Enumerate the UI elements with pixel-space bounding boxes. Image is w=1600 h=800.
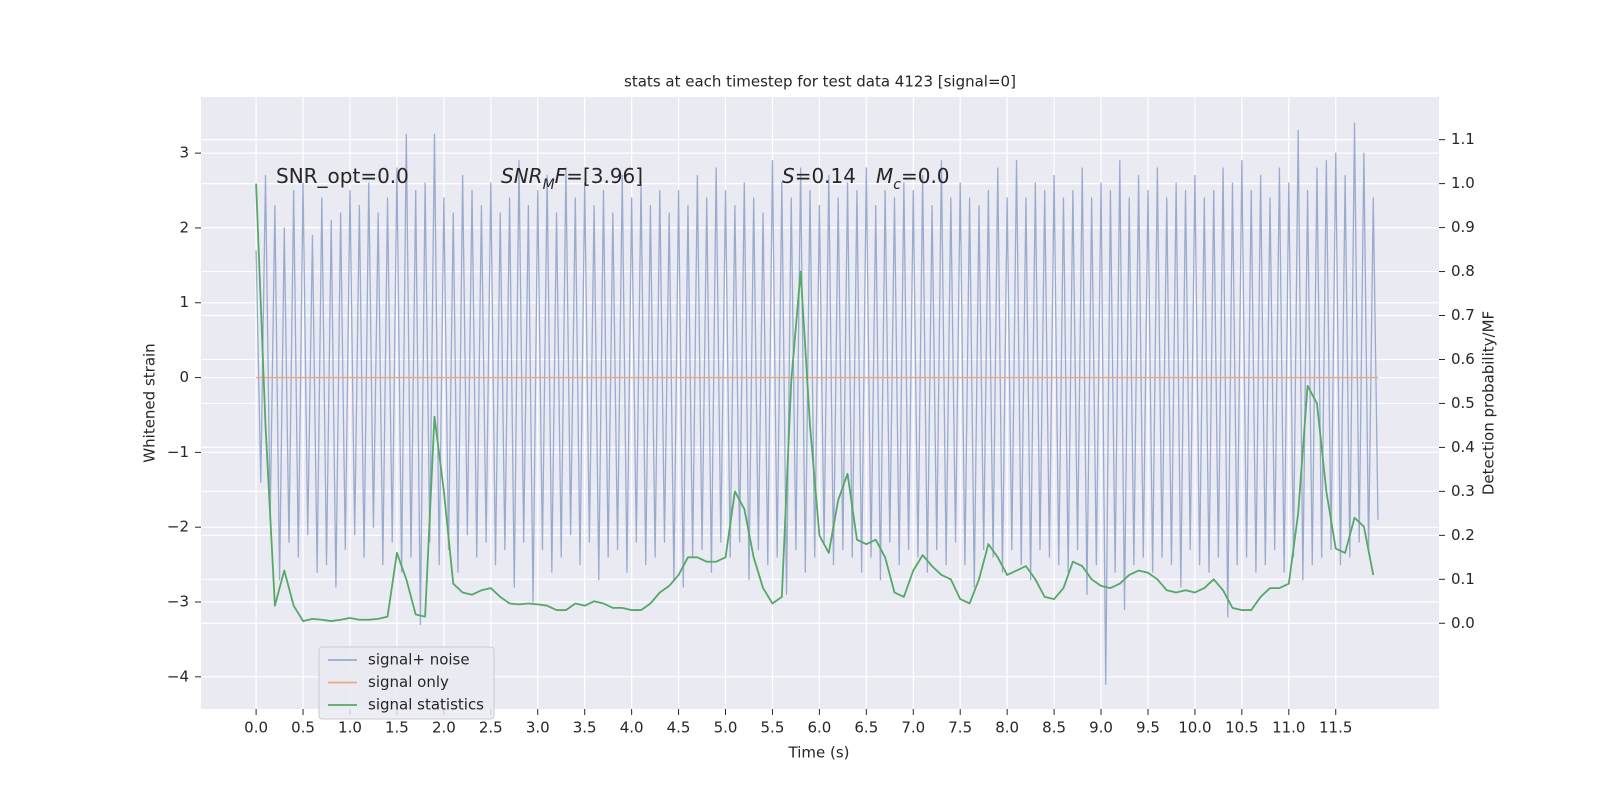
chart-title: stats at each timestep for test data 412… bbox=[624, 73, 1016, 91]
series-line bbox=[255, 183, 1375, 622]
x-axis-label: Time (s) bbox=[788, 744, 850, 762]
x-tick-label: 0.5 bbox=[291, 719, 315, 737]
y-tick-label: 3 bbox=[179, 144, 189, 162]
y2-tick-label: 0.7 bbox=[1451, 306, 1475, 324]
y-tick-label: −1 bbox=[167, 443, 189, 461]
y2-tick-label: 1.0 bbox=[1451, 174, 1475, 192]
y2-tick-label: 0.3 bbox=[1451, 482, 1475, 500]
x-tick-label: 1.0 bbox=[338, 719, 362, 737]
y-tick-label: −3 bbox=[167, 593, 189, 611]
annotation-part: S bbox=[782, 164, 795, 188]
x-tick-label: 3.0 bbox=[526, 719, 550, 737]
annotation-part: F bbox=[555, 164, 567, 188]
y-tick-label: −2 bbox=[167, 518, 189, 536]
labels: −4 −3 −2 −1 0 1 2 3 0.0 0.1 0.2 0.3 0.4 0.5 0.6 0.7 0.8 0… bbox=[167, 130, 1475, 736]
x-tick-label: 7.5 bbox=[948, 719, 972, 737]
x-tick-label: 8.0 bbox=[995, 719, 1019, 737]
x-tick-label: 6.5 bbox=[854, 719, 878, 737]
y-tick-label: 2 bbox=[179, 218, 189, 236]
x-tick-label: 2.0 bbox=[432, 719, 456, 737]
annotation: S=0.14 bbox=[782, 164, 856, 188]
x-tick-label: 7.0 bbox=[901, 719, 925, 737]
legend-label: signal statistics bbox=[368, 696, 484, 714]
y2-tick-label: 0.0 bbox=[1451, 614, 1475, 632]
x-tick-label: 10.0 bbox=[1178, 719, 1211, 737]
y2-tick-label: 1.1 bbox=[1451, 130, 1475, 148]
annotation-part: M bbox=[876, 164, 893, 188]
x-tick-label: 11.5 bbox=[1319, 719, 1352, 737]
x-tick-label: 8.5 bbox=[1042, 719, 1066, 737]
x-tick-label: 0.0 bbox=[244, 719, 268, 737]
annotation: Mc=0.0 bbox=[876, 164, 950, 194]
series-line bbox=[255, 122, 1379, 685]
annotation-part: =0.14 bbox=[795, 164, 856, 188]
annotation-part: SNR_opt=0.0 bbox=[276, 164, 409, 188]
annotation-part: =[3.96] bbox=[566, 164, 643, 188]
y-tick-label: −4 bbox=[167, 667, 189, 685]
x-tick-label: 3.5 bbox=[573, 719, 597, 737]
y-tick-label: 0 bbox=[179, 368, 189, 386]
legend-label: signal only bbox=[368, 673, 449, 691]
x-tick-label: 6.0 bbox=[807, 719, 831, 737]
legend-label: signal+ noise bbox=[368, 651, 470, 669]
y-tick-label: 1 bbox=[179, 293, 189, 311]
marks bbox=[255, 122, 1379, 685]
y2-tick-label: 0.6 bbox=[1451, 350, 1475, 368]
annotation-part: =0.0 bbox=[901, 164, 950, 188]
x-tick-label: 4.0 bbox=[620, 719, 644, 737]
x-tick-label: 9.5 bbox=[1136, 719, 1160, 737]
y2-tick-label: 0.8 bbox=[1451, 262, 1475, 280]
x-tick-label: 2.5 bbox=[479, 719, 503, 737]
y2-tick-label: 0.9 bbox=[1451, 218, 1475, 236]
x-tick-label: 5.5 bbox=[761, 719, 785, 737]
y2-tick-label: 0.2 bbox=[1451, 526, 1475, 544]
y2-axis-label: Detection probability/MF bbox=[1480, 311, 1498, 495]
x-tick-label: 9.0 bbox=[1089, 719, 1113, 737]
legend: signal+ noise signal only signal statistic… bbox=[318, 646, 495, 720]
y2-tick-label: 0.5 bbox=[1451, 394, 1475, 412]
annotation: SNR_opt=0.0 bbox=[276, 164, 409, 188]
annotation: SNRMF=[3.96] bbox=[501, 164, 643, 194]
x-tick-label: 4.5 bbox=[667, 719, 691, 737]
x-tick-label: 10.5 bbox=[1225, 719, 1258, 737]
y2-tick-label: 0.4 bbox=[1451, 438, 1475, 456]
y-axis-label: Whitened strain bbox=[141, 343, 159, 462]
annotation-part: M bbox=[543, 177, 555, 193]
annotation-part: SNR bbox=[501, 164, 543, 188]
x-tick-label: 11.0 bbox=[1272, 719, 1305, 737]
x-tick-label: 1.5 bbox=[385, 719, 409, 737]
x-tick-label: 5.0 bbox=[714, 719, 738, 737]
legend-box bbox=[318, 646, 495, 720]
annotation-part: c bbox=[893, 177, 901, 193]
y2-tick-label: 0.1 bbox=[1451, 570, 1475, 588]
